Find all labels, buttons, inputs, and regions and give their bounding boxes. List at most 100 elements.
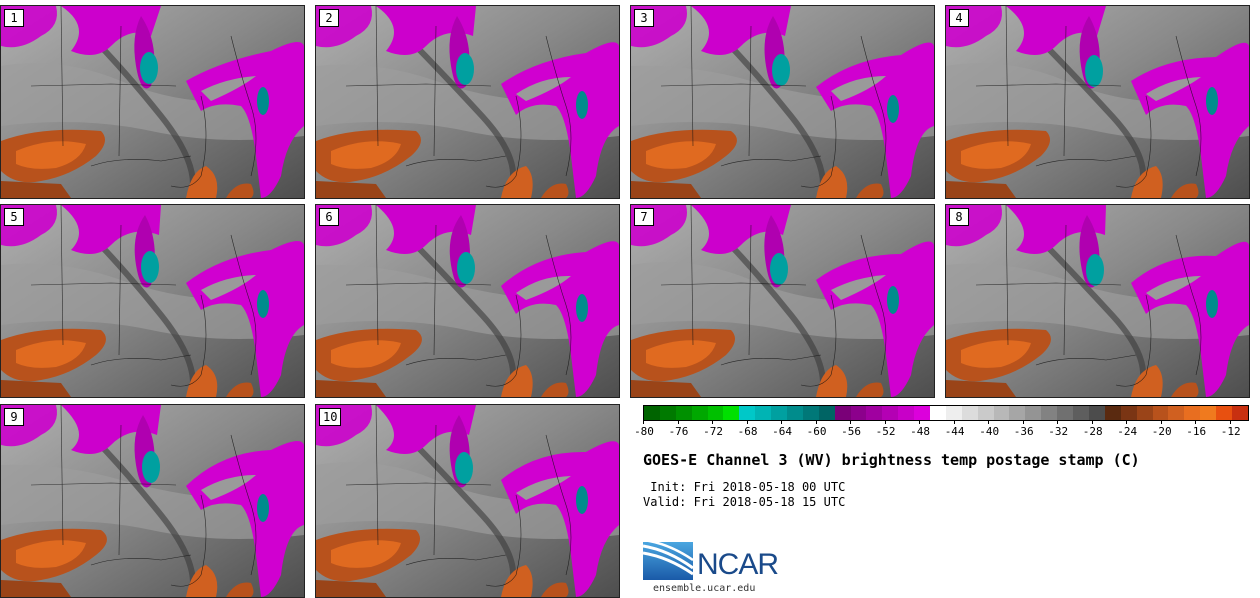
colorbar-tick-label: -36 — [1013, 425, 1034, 438]
member-number-label: 10 — [319, 408, 342, 426]
colorbar-cell — [1057, 406, 1074, 420]
colorbar-cell — [898, 406, 915, 420]
colorbar-cell — [1073, 406, 1089, 420]
map-panel-5: 5 — [0, 204, 305, 398]
colorbar-tick — [850, 420, 852, 424]
colorbar-tick-label: -44 — [944, 425, 965, 438]
colorbar-cell — [771, 406, 788, 420]
colorbar-tick-label: -16 — [1186, 425, 1207, 438]
wv-map-icon — [631, 6, 934, 198]
wv-map-icon — [1, 6, 304, 198]
member-number-label: 4 — [949, 9, 969, 27]
colorbar-tick-label: -32 — [1048, 425, 1069, 438]
colorbar-tick — [1160, 420, 1162, 424]
colorbar-tick-label: -40 — [979, 425, 1000, 438]
init-time: Init: Fri 2018-05-18 00 UTC — [643, 480, 846, 494]
colorbar-cell — [1041, 406, 1058, 420]
map-panel-8: 8 — [945, 204, 1250, 398]
colorbar-cell — [1009, 406, 1026, 420]
wv-map-icon — [946, 6, 1249, 198]
colorbar-cell — [707, 406, 724, 420]
colorbar-tick — [1091, 420, 1093, 424]
colorbar-tick-label: -52 — [875, 425, 896, 438]
wv-map-icon — [316, 6, 619, 198]
chart-title: GOES-E Channel 3 (WV) brightness temp po… — [643, 451, 1140, 469]
colorbar-cell — [850, 406, 867, 420]
valid-time: Valid: Fri 2018-05-18 15 UTC — [643, 495, 846, 509]
colorbar-cell — [1216, 406, 1232, 420]
colorbar-cell — [723, 406, 740, 420]
colorbar-tick — [1195, 420, 1197, 424]
colorbar-tick — [1126, 420, 1128, 424]
wv-map-icon — [946, 205, 1249, 397]
colorbar-cell — [930, 406, 946, 420]
colorbar-tick-label: -20 — [1151, 425, 1172, 438]
colorbar-cell — [1088, 406, 1105, 420]
colorbar-tick — [1057, 420, 1059, 424]
colorbar-cell — [1231, 406, 1248, 420]
colorbar-cell — [1136, 406, 1153, 420]
colorbar-tick-label: -80 — [634, 425, 654, 438]
map-panel-6: 6 — [315, 204, 620, 398]
colorbar-tick-label: -60 — [806, 425, 827, 438]
colorbar-cell — [755, 406, 772, 420]
colorbar-tick — [988, 420, 990, 424]
map-panel-7: 7 — [630, 204, 935, 398]
colorbar-tick-label: -72 — [703, 425, 723, 438]
colorbar-cell — [1168, 406, 1185, 420]
colorbar-cell — [882, 406, 899, 420]
wv-map-icon — [1, 405, 304, 597]
map-panel-10: 10 — [315, 404, 620, 598]
colorbar-cell — [914, 406, 931, 420]
colorbar-tick — [919, 420, 921, 424]
ncar-logo-text: NCAR — [697, 548, 779, 581]
colorbar-tick-label: -24 — [1117, 425, 1138, 438]
colorbar-tick — [815, 420, 817, 424]
colorbar-cell — [993, 406, 1010, 420]
wv-map-icon — [316, 205, 619, 397]
colorbar-tick — [677, 420, 679, 424]
map-panel-2: 2 — [315, 5, 620, 199]
colorbar-cell — [787, 406, 803, 420]
member-number-label: 5 — [4, 208, 24, 226]
member-number-label: 9 — [4, 408, 24, 426]
colorbar-tick — [712, 420, 714, 424]
colorbar-tick — [746, 420, 748, 424]
colorbar-cell — [961, 406, 978, 420]
colorbar-tick-label: -76 — [668, 425, 689, 438]
colorbar-cell — [977, 406, 994, 420]
colorbar-cell — [834, 406, 851, 420]
colorbar-cell — [644, 406, 660, 420]
colorbar-tick — [1229, 420, 1231, 424]
member-number-label: 2 — [319, 9, 339, 27]
map-panel-4: 4 — [945, 5, 1250, 199]
colorbar-cell — [1200, 406, 1217, 420]
member-number-label: 6 — [319, 208, 339, 226]
wv-map-icon — [316, 405, 619, 597]
colorbar-cell — [866, 406, 883, 420]
colorbar-tick-label: -56 — [841, 425, 862, 438]
ncar-logo-icon — [643, 540, 694, 580]
colorbar-tick — [953, 420, 955, 424]
wv-map-icon — [1, 205, 304, 397]
colorbar-tick-label: -48 — [910, 425, 931, 438]
colorbar-tick-label: -28 — [1082, 425, 1103, 438]
colorbar-cell — [739, 406, 756, 420]
colorbar-cell — [691, 406, 708, 420]
colorbar-tick-label: -12 — [1220, 425, 1241, 438]
colorbar-cell — [1152, 406, 1169, 420]
member-number-label: 8 — [949, 208, 969, 226]
colorbar-cell — [1120, 406, 1137, 420]
colorbar-labels: -80 -76 -72 -68 -64 -60 -56 -52 -48 -44 -40 -36 -32-… — [634, 420, 1249, 440]
colorbar-cell — [1104, 406, 1121, 420]
map-panel-9: 9 — [0, 404, 305, 598]
map-panel-3: 3 — [630, 5, 935, 199]
colorbar-tick — [643, 420, 644, 424]
colorbar-cell — [659, 406, 676, 420]
member-number-label: 1 — [4, 9, 24, 27]
colorbar-tick — [1022, 420, 1024, 424]
colorbar-cell — [818, 406, 835, 420]
colorbar-tick — [781, 420, 783, 424]
colorbar — [643, 405, 1249, 421]
colorbar-tick-label: -68 — [737, 425, 758, 438]
